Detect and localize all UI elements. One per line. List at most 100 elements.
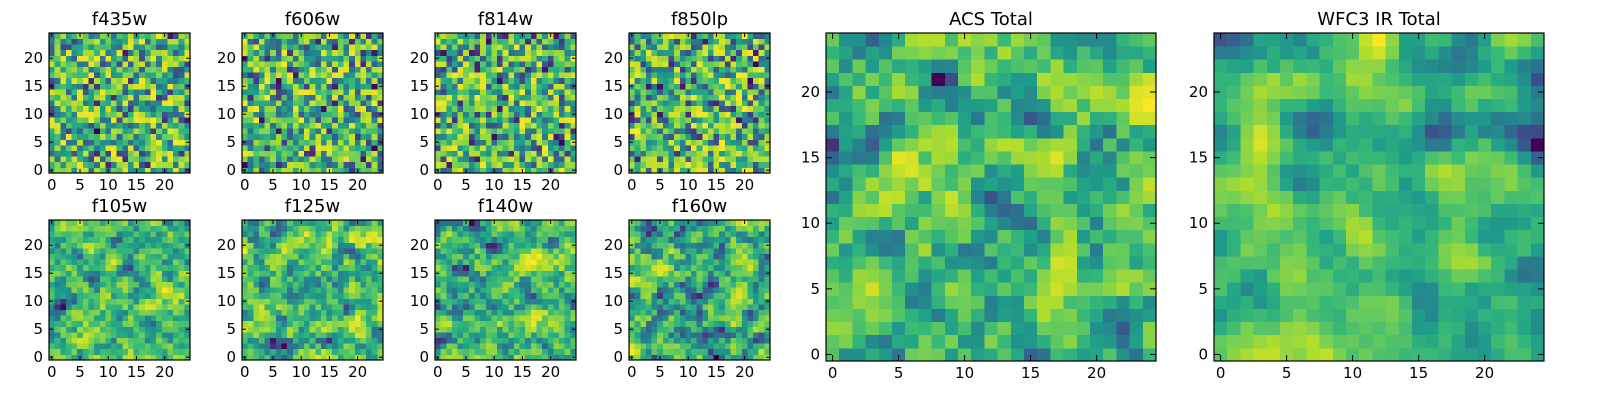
- heatmap-cell: [167, 66, 174, 73]
- heatmap-cell: [480, 348, 487, 355]
- heatmap-cell: [247, 44, 254, 51]
- heatmap-cell: [547, 298, 554, 305]
- heatmap-cell: [354, 161, 361, 168]
- chart-title: f850lp: [671, 9, 728, 30]
- heatmap-cell: [60, 44, 67, 51]
- heatmap-cell: [564, 38, 571, 45]
- heatmap-cell: [730, 298, 737, 305]
- heatmap-cell: [377, 253, 384, 260]
- heatmap-cell: [343, 320, 350, 327]
- heatmap-cell: [275, 77, 282, 84]
- heatmap-cell: [99, 49, 106, 56]
- heatmap-cell: [696, 139, 703, 146]
- heatmap-cell: [371, 49, 378, 56]
- heatmap-cell: [281, 259, 288, 266]
- heatmap-cell: [547, 292, 554, 299]
- heatmap-cell: [275, 83, 282, 90]
- heatmap-cell: [497, 133, 504, 140]
- heatmap-cell: [719, 94, 726, 101]
- heatmap-cell: [451, 276, 458, 282]
- heatmap-cell: [451, 236, 458, 243]
- heatmap-cell: [150, 122, 157, 129]
- heatmap-cell: [691, 128, 698, 135]
- heatmap-cell: [657, 44, 664, 51]
- heatmap-cell: [645, 332, 652, 338]
- heatmap-cell: [127, 150, 134, 157]
- heatmap-cell: [242, 89, 249, 95]
- heatmap-cell: [480, 77, 487, 84]
- y-tick-label: 20: [24, 236, 43, 254]
- heatmap-cell: [679, 49, 686, 56]
- heatmap-cell: [332, 133, 339, 140]
- heatmap-cell: [343, 89, 350, 95]
- heatmap-cell: [474, 167, 481, 174]
- heatmap-cell: [144, 348, 151, 355]
- heatmap-cell: [702, 309, 709, 316]
- heatmap-cell: [144, 128, 151, 135]
- heatmap-cell: [139, 320, 146, 327]
- heatmap-cell: [65, 315, 72, 322]
- heatmap-cell: [360, 326, 367, 333]
- heatmap-cell: [491, 66, 498, 73]
- heatmap-cell: [71, 309, 78, 316]
- heatmap-cell: [122, 242, 129, 249]
- heatmap-cell: [122, 220, 129, 226]
- heatmap-cell: [513, 33, 520, 39]
- heatmap-cell: [371, 236, 378, 243]
- heatmap-cell: [281, 94, 288, 101]
- heatmap-cell: [559, 33, 566, 39]
- heatmap-cell: [287, 72, 294, 79]
- heatmap-cell: [547, 326, 554, 333]
- heatmap-cell: [287, 259, 294, 266]
- heatmap-cell: [451, 259, 458, 266]
- heatmap-cell: [71, 167, 78, 174]
- heatmap-cell: [525, 128, 532, 135]
- heatmap-cell: [309, 72, 316, 79]
- heatmap-cell: [82, 117, 89, 123]
- heatmap-cell: [304, 236, 311, 243]
- heatmap-cell: [747, 298, 754, 305]
- heatmap-cell: [298, 72, 305, 79]
- heatmap-cell: [468, 94, 475, 101]
- heatmap-cell: [564, 61, 571, 67]
- heatmap-cell: [366, 161, 373, 168]
- heatmap-cell: [122, 281, 129, 288]
- heatmap-cell: [713, 117, 720, 123]
- heatmap-cell: [525, 83, 532, 90]
- heatmap-cell: [275, 225, 282, 232]
- heatmap-cell: [360, 287, 367, 294]
- heatmap-cell: [54, 320, 61, 327]
- heatmap-cell: [315, 61, 322, 67]
- heatmap-cell: [71, 315, 78, 322]
- heatmap-cell: [741, 44, 748, 51]
- heatmap-cell: [122, 94, 129, 101]
- heatmap-cell: [502, 94, 509, 101]
- heatmap-cell: [457, 253, 464, 260]
- heatmap-cell: [54, 77, 61, 84]
- heatmap-cell: [377, 332, 384, 338]
- heatmap-cell: [559, 281, 566, 288]
- heatmap-cell: [508, 281, 515, 288]
- heatmap-cell: [88, 105, 95, 112]
- heatmap-cell: [702, 343, 709, 350]
- heatmap-cell: [502, 105, 509, 112]
- heatmap-cell: [674, 150, 681, 157]
- heatmap-cell: [691, 38, 698, 45]
- heatmap-cell: [253, 248, 260, 254]
- heatmap-cell: [60, 276, 67, 282]
- heatmap-cell: [657, 270, 664, 277]
- heatmap-cell: [337, 156, 344, 163]
- heatmap-cell: [758, 111, 765, 118]
- heatmap-cell: [349, 161, 356, 168]
- heatmap-cell: [371, 276, 378, 282]
- heatmap-cell: [435, 348, 442, 355]
- heatmap-cell: [99, 94, 106, 101]
- heatmap-cell: [99, 220, 106, 226]
- heatmap-cell: [366, 220, 373, 226]
- heatmap-cell: [150, 354, 157, 361]
- heatmap-cell: [651, 298, 658, 305]
- heatmap-cell: [173, 128, 180, 135]
- heatmap-cell: [127, 83, 134, 90]
- heatmap-cell: [332, 220, 339, 226]
- heatmap-cell: [657, 292, 664, 299]
